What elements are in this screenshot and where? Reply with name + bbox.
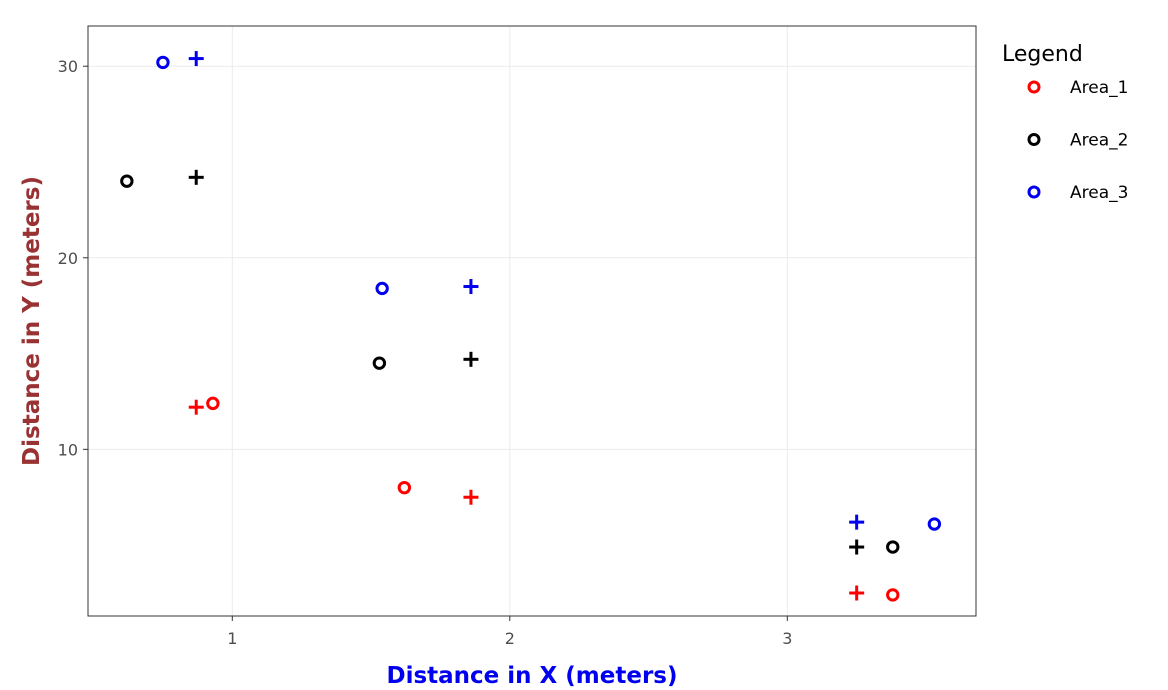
y-tick-label: 30: [58, 57, 78, 76]
legend: Legend Area_1 Area_2 Area_3: [1002, 42, 1128, 203]
point-circle-area-2: [120, 174, 134, 188]
axis-ticks: 1 2 3 10 20 30: [58, 57, 793, 648]
data-points: [120, 51, 942, 602]
y-tick-label: 20: [58, 249, 78, 268]
point-cross-area-2: [463, 351, 479, 367]
legend-label: Area_2: [1070, 131, 1128, 151]
point-cross-area-1: [463, 489, 479, 505]
point-circle-area-3: [375, 281, 389, 296]
point-cross-area-2: [188, 169, 204, 185]
y-axis-title: Distance in Y (meters): [19, 176, 45, 466]
legend-label: Area_1: [1070, 78, 1128, 98]
legend-key-area-3: [1027, 185, 1041, 199]
x-tick-label: 1: [227, 629, 237, 648]
point-cross-area-1: [188, 399, 204, 415]
point-cross-area-3: [188, 51, 204, 67]
point-cross-area-3: [463, 279, 479, 295]
point-circle-area-1: [206, 396, 220, 411]
legend-label: Area_3: [1070, 183, 1128, 203]
plot-panel: [87, 25, 977, 617]
y-tick-label: 10: [58, 440, 78, 459]
point-circle-area-3: [927, 517, 942, 531]
legend-key-area-2: [1027, 133, 1041, 146]
point-cross-area-2: [849, 539, 865, 555]
point-circle-area-2: [372, 356, 387, 370]
x-tick-label: 2: [505, 629, 515, 648]
x-axis-title: Distance in X (meters): [386, 663, 677, 689]
x-tick-label: 3: [782, 629, 792, 648]
legend-title: Legend: [1002, 42, 1083, 67]
point-circle-area-3: [156, 55, 170, 70]
point-cross-area-3: [849, 514, 865, 530]
point-circle-area-1: [886, 588, 900, 602]
legend-key-area-1: [1027, 80, 1041, 94]
point-circle-area-1: [397, 480, 412, 495]
point-cross-area-1: [849, 585, 865, 601]
grid-lines: [88, 26, 976, 616]
point-circle-area-2: [886, 540, 900, 554]
